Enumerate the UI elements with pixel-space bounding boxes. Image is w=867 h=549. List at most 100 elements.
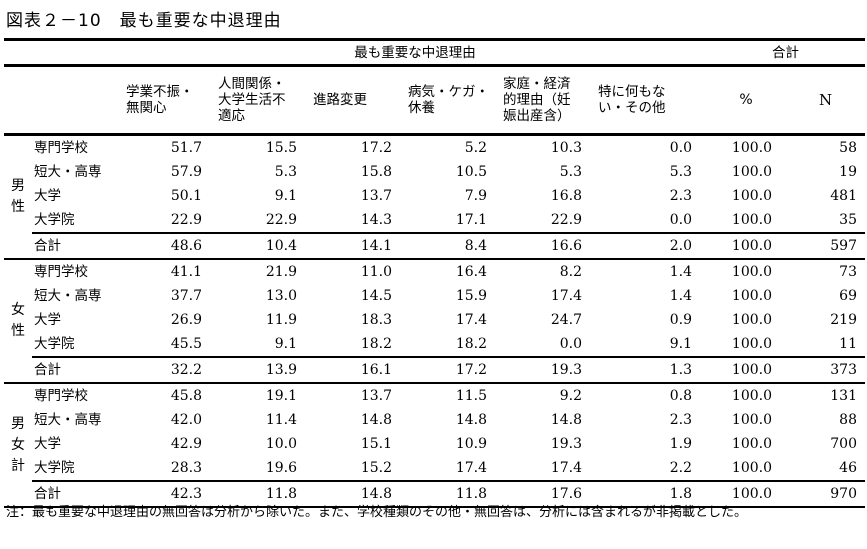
table-row: 大学 42.9 10.0 15.1 10.9 19.3 1.9 100.0 700 [4, 432, 865, 456]
cell-value: 18.2 [455, 336, 487, 352]
table-row: 女性専門学校 41.1 21.9 11.0 16.4 8.2 1.4 100.0 73 [4, 259, 865, 384]
cell-value: 13.0 [265, 288, 297, 304]
cell-value: 0.9 [669, 312, 692, 328]
cell-value: 10.4 [216, 232, 311, 260]
header-row-columns: 学業不振・ 無関心 人間関係・ 大学生活不 適応 進路変更 病気・ケガ・ 休養 家庭・経… [4, 65, 865, 136]
cell-value: 14.5 [360, 288, 392, 304]
cell-value: 5.3 [274, 164, 297, 180]
cell-value: 19.3 [501, 356, 596, 384]
cell-value: 8.2 [559, 264, 582, 280]
cell-value: 0.0 [669, 140, 692, 156]
cell-value: 9.1 [669, 336, 692, 352]
table-row: 大学 50.1 9.1 13.7 7.9 16.8 2.3 100.0 481 [4, 184, 865, 208]
cell-value: 42.9 [170, 436, 202, 452]
cell-value: 2.2 [669, 460, 692, 476]
cell-value: 100.0 [731, 312, 772, 328]
cell-value: 11 [839, 336, 857, 352]
cell-value: 57.9 [170, 164, 202, 180]
group-label-char: 女 [11, 302, 25, 318]
cell-value: 22.9 [550, 212, 582, 228]
cell-value: 481 [830, 188, 857, 204]
cell-value: 597 [786, 232, 865, 260]
cell-value: 219 [830, 312, 857, 328]
cell-value: 32.2 [124, 356, 216, 384]
cell-value: 14.8 [311, 480, 406, 508]
cell-value: 28.3 [170, 460, 202, 476]
column-header: 家庭・経済 的理由（妊 娠出産含） [501, 65, 596, 136]
cell-value: 0.8 [669, 388, 692, 404]
cell-value: 45.5 [170, 336, 202, 352]
cell-value: 13.7 [360, 388, 392, 404]
cell-value: 14.8 [550, 412, 582, 428]
cell-value: 11.8 [406, 480, 501, 508]
cell-value: 14.8 [360, 412, 392, 428]
cell-value: 100.0 [706, 232, 786, 260]
cell-value: 15.9 [455, 288, 487, 304]
figure-title: 図表２－10 最も重要な中退理由 [6, 6, 282, 31]
cell-value: 373 [786, 356, 865, 384]
cell-value: 100.0 [706, 480, 786, 508]
cell-value: 17.4 [550, 460, 582, 476]
cell-value: 100.0 [731, 460, 772, 476]
cell-value: 48.6 [124, 232, 216, 260]
group-label: 女性 [4, 259, 32, 384]
cell-value: 15.2 [360, 460, 392, 476]
row-label: 大学院 [34, 460, 75, 476]
row-label: 合計 [32, 480, 124, 508]
cell-value: 17.4 [455, 312, 487, 328]
cell-value: 13.7 [360, 188, 392, 204]
cell-value: 46 [839, 460, 857, 476]
cell-value: 1.8 [596, 480, 706, 508]
cell-value: 42.3 [124, 480, 216, 508]
group-label-char: 性 [11, 323, 25, 339]
cell-value: 51.7 [170, 140, 202, 156]
row-label: 短大・高専 [34, 288, 102, 304]
cell-value: 100.0 [731, 288, 772, 304]
cell-value: 16.1 [311, 356, 406, 384]
cell-value: 10.3 [550, 140, 582, 156]
table-note: 注：最も重要な中退理由の無回答は分析から除いた。また、学校種類のその他・無回答は… [6, 505, 748, 520]
figure-title-text: 最も重要な中退理由 [119, 11, 282, 31]
cell-value: 100.0 [731, 188, 772, 204]
table-row: 大学 26.9 11.9 18.3 17.4 24.7 0.9 100.0 219 [4, 308, 865, 332]
cell-value: 14.3 [360, 212, 392, 228]
cell-value: 100.0 [731, 264, 772, 280]
cell-value: 11.0 [360, 264, 392, 280]
row-label: 専門学校 [34, 388, 88, 404]
column-header: 病気・ケガ・ 休養 [406, 65, 501, 136]
cell-value: 16.4 [455, 264, 487, 280]
cell-value: 73 [839, 264, 857, 280]
table-row: 大学院 22.9 22.9 14.3 17.1 22.9 0.0 100.0 35 [4, 208, 865, 233]
cell-value: 100.0 [731, 140, 772, 156]
cell-value: 0.0 [669, 212, 692, 228]
table-row: 大学院 28.3 19.6 15.2 17.4 17.4 2.2 100.0 46 [4, 456, 865, 481]
cell-value: 1.4 [669, 288, 692, 304]
column-header: 学業不振・ 無関心 [124, 65, 216, 136]
group-label: 男女計 [4, 383, 32, 508]
row-label: 大学院 [34, 212, 75, 228]
cell-value: 14.1 [311, 232, 406, 260]
cell-value: 17.6 [501, 480, 596, 508]
cell-value: 19.6 [265, 460, 297, 476]
cell-value: 69 [839, 288, 857, 304]
group-label-char: 男 [11, 178, 25, 194]
cell-value: 15.5 [265, 140, 297, 156]
cell-value: 17.2 [406, 356, 501, 384]
row-label: 短大・高専 [34, 412, 102, 428]
table-row: 大学院 45.5 9.1 18.2 18.2 0.0 9.1 100.0 11 [4, 332, 865, 357]
cell-value: 5.2 [464, 140, 487, 156]
cell-value: 100.0 [731, 336, 772, 352]
table-row: 短大・高専 57.9 5.3 15.8 10.5 5.3 5.3 100.0 19 [4, 160, 865, 184]
cell-value: 41.1 [170, 264, 202, 280]
cell-value: 15.8 [360, 164, 392, 180]
cell-value: 16.6 [501, 232, 596, 260]
cell-value: 13.9 [216, 356, 311, 384]
cell-value: 9.1 [274, 336, 297, 352]
column-header: 進路変更 [311, 65, 406, 136]
row-label: 大学 [34, 188, 61, 204]
group-label-char: 計 [11, 457, 25, 474]
cell-value: 19 [839, 164, 857, 180]
cell-value: 50.1 [170, 188, 202, 204]
cell-value: 2.3 [669, 412, 692, 428]
cell-value: 88 [839, 412, 857, 428]
